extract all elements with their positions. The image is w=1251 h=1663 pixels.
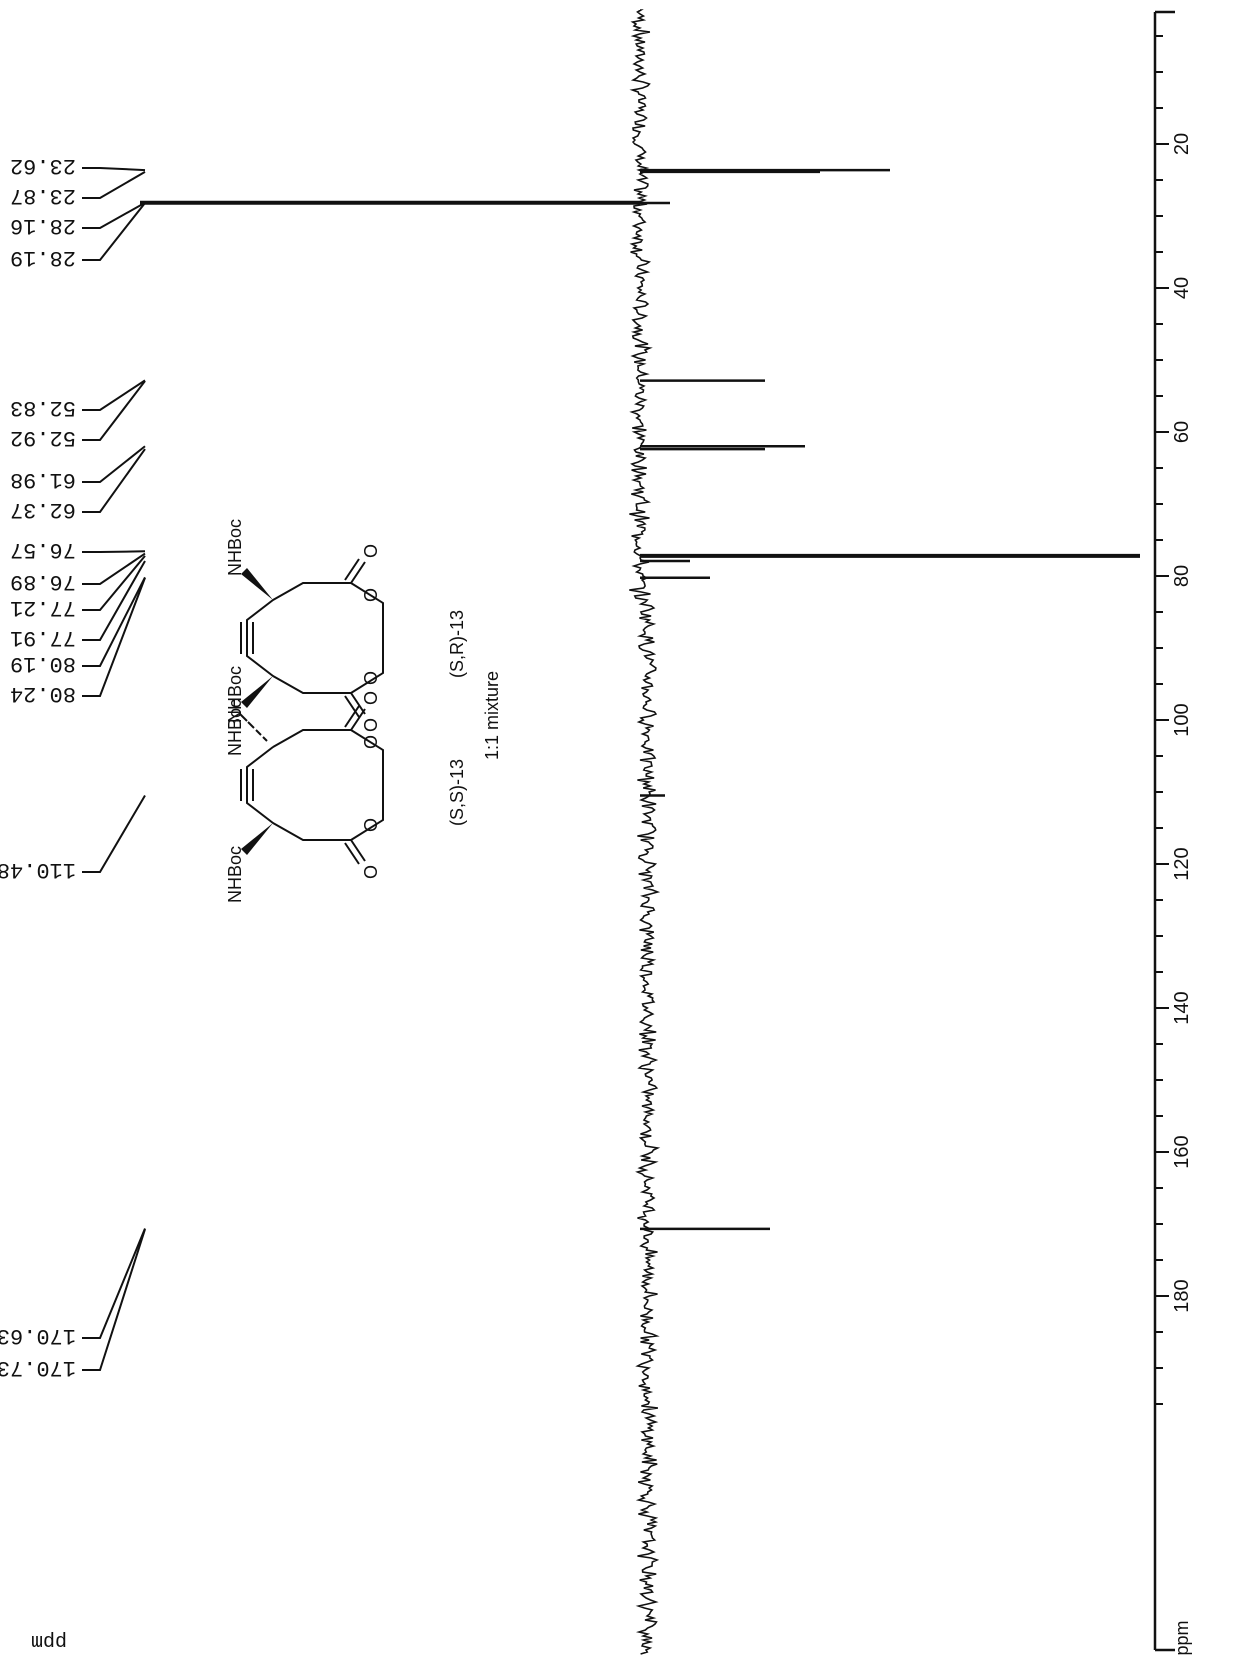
compound-label-s-s: (S,S)-13 [447, 759, 467, 826]
peak-label-leader [82, 560, 146, 641]
carbonyl-bonds-s-r [344, 558, 366, 718]
ppm-axis: 20 40 60 80 100 120 140 160 180 ppm [1153, 10, 1193, 1656]
peak-label-leader [82, 201, 146, 229]
peak-label: 80.19 [10, 651, 76, 676]
carbonyl-oxygen-left-s-s: O [361, 865, 381, 879]
axis-tick-label: 120 [1171, 847, 1193, 880]
carbonyl-oxygen-right-s-r: O [361, 544, 381, 558]
peak-label: 170.73 [0, 1355, 76, 1380]
axis-tick-label: 180 [1171, 1279, 1193, 1312]
peak-label: 28.19 [10, 245, 76, 270]
baseline-noise [629, 9, 661, 1655]
structure-s-s-13: NHBoc NHBoc O O O O [225, 666, 384, 903]
ring-bonds-s-r [246, 582, 384, 694]
peak-label-leader [82, 445, 146, 483]
carbonyl-oxygen-left-s-r: O [361, 718, 381, 732]
peak-label: 80.24 [10, 681, 76, 706]
wedge-bond-s-r [241, 568, 273, 708]
spectrum-peaks [140, 168, 1140, 1231]
ring-oxygen-left-s-s: O [361, 818, 381, 832]
peak-label: 77.91 [10, 625, 76, 650]
axis-tick-label: 80 [1171, 565, 1193, 587]
peak-label: 76.57 [10, 537, 76, 562]
axis-tick-label: 140 [1171, 991, 1193, 1024]
axis-tick-label: 40 [1171, 277, 1193, 299]
peak-label-leader [82, 794, 146, 873]
peak-label: 52.83 [10, 395, 76, 420]
peak-label-leader [82, 577, 146, 697]
axis-unit-label: ppm [1172, 1620, 1192, 1655]
wedge-bond-s-s [241, 823, 273, 855]
axis-tick-label: 100 [1171, 703, 1193, 736]
carbonyl-bonds-s-s [344, 705, 366, 865]
ring-oxygen-left-s-r: O [361, 671, 381, 685]
peak-label-leader [82, 576, 146, 667]
peak-label-leader [82, 170, 146, 199]
peak-label: 23.87 [10, 183, 76, 208]
nhboc-label-right-s-s: NHBoc [225, 666, 245, 723]
peak-label: 52.92 [10, 425, 76, 450]
peak-label-leader [82, 448, 146, 513]
ring-bonds-s-s [246, 729, 384, 841]
axis-tick-label: 60 [1171, 421, 1193, 443]
peak-label-list: 23.62 23.87 28.16 28.19 52.83 52.92 61.98 62.37… [0, 153, 146, 1380]
peak-label-leader [82, 1228, 146, 1371]
peak-label-leader [82, 555, 146, 611]
peak-label: 28.16 [10, 213, 76, 238]
hashed-bond-s-s [239, 713, 268, 742]
carbonyl-oxygen-right-s-s: O [361, 691, 381, 705]
ppm-corner-label: ppm [31, 1629, 67, 1652]
nhboc-label-left-s-s: NHBoc [225, 846, 245, 903]
ring-oxygen-right-s-s: O [361, 735, 381, 749]
peak-label-leader [82, 380, 146, 441]
peak-label: 62.37 [10, 497, 76, 522]
noise-trace [629, 9, 661, 1655]
peak-label: 77.21 [10, 595, 76, 620]
peak-label-leader [82, 1228, 146, 1339]
axis-tick-label: 20 [1171, 133, 1193, 155]
peak-label: 23.62 [10, 153, 76, 178]
peak-label: 110.48 [0, 857, 76, 882]
alkyne-bond-s-r [240, 622, 254, 654]
mixture-label: 1:1 mixture [482, 671, 502, 760]
ring-oxygen-right-s-r: O [361, 588, 381, 602]
peak-label-leader [82, 550, 146, 553]
compound-label-s-r: (S,R)-13 [447, 610, 467, 678]
structure-s-r-13: NHBoc NHBoc O O O O [225, 519, 384, 756]
peak-label-leader [82, 167, 146, 172]
axis-tick-label: 160 [1171, 1135, 1193, 1168]
peak-label: 170.63 [0, 1323, 76, 1348]
peak-label: 76.89 [10, 569, 76, 594]
alkyne-bond-s-s [240, 769, 254, 801]
nhboc-label-right-s-r: NHBoc [225, 519, 245, 576]
peak-label: 61.98 [10, 467, 76, 492]
nhboc-label-left-s-r: NHBoc [225, 699, 245, 756]
peak-label-leader [82, 379, 146, 411]
peak-label-leader [82, 552, 146, 585]
peak-label-leader [82, 202, 146, 261]
